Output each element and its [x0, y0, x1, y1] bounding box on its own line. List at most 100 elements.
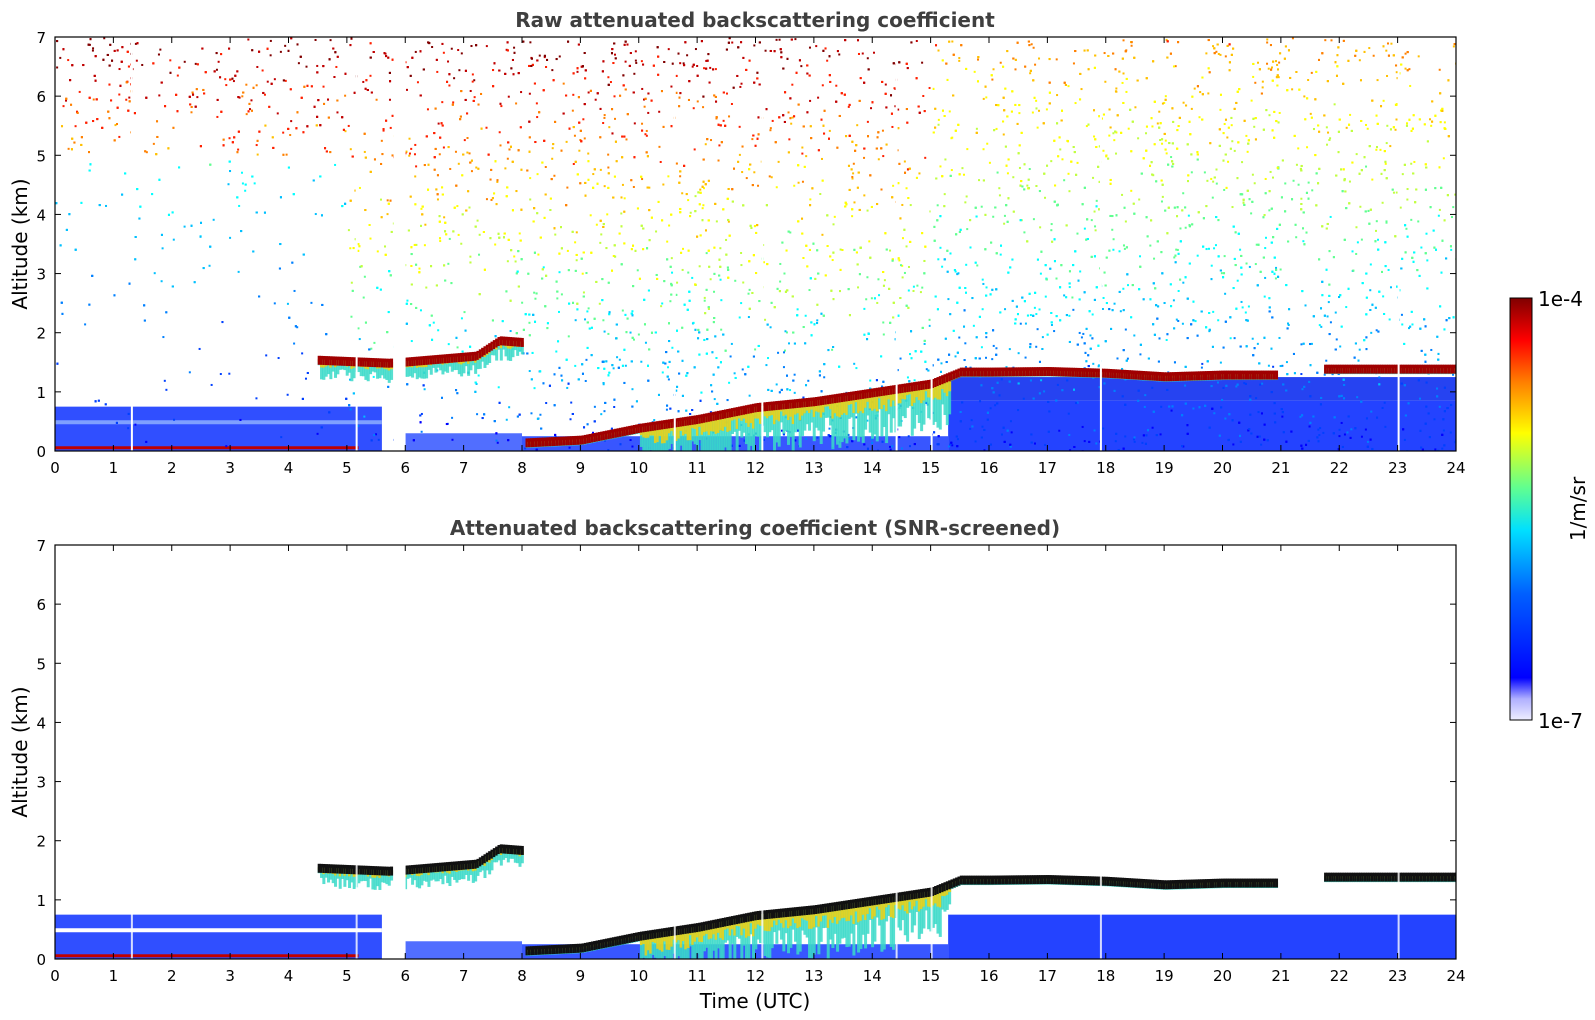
data-gap	[399, 37, 402, 451]
raw-y-axis-label: Altitude (km)	[8, 178, 32, 309]
screened-y-axis-ticks: 0 1 2 3 4 5 6 7	[36, 537, 1456, 969]
y-tick-label: 3	[36, 266, 46, 284]
data-gap	[399, 545, 402, 959]
x-tick-label: 8	[517, 967, 527, 985]
data-gap	[930, 545, 933, 959]
x-tick-label: 23	[1388, 459, 1407, 477]
x-tick-label: 0	[50, 459, 60, 477]
x-tick-label: 20	[1213, 967, 1232, 985]
x-tick-label: 17	[1038, 459, 1057, 477]
x-tick-label: 19	[1155, 459, 1174, 477]
data-gap	[355, 37, 358, 451]
x-tick-label: 24	[1446, 967, 1465, 985]
boundary-layer	[948, 400, 1456, 451]
x-tick-label: 23	[1388, 967, 1407, 985]
x-tick-label: 11	[688, 967, 707, 985]
x-tick-label: 9	[576, 459, 586, 477]
data-gap	[930, 37, 933, 451]
x-tick-label: 10	[629, 967, 648, 985]
x-tick-label: 8	[517, 459, 527, 477]
x-tick-label: 13	[804, 967, 823, 985]
x-tick-label: 19	[1155, 967, 1174, 985]
x-tick-label: 11	[688, 459, 707, 477]
x-axis-label: Time (UTC)	[699, 989, 811, 1013]
x-tick-label: 18	[1096, 459, 1115, 477]
y-tick-label: 4	[36, 206, 46, 224]
data-gap	[673, 37, 676, 451]
x-tick-label: 16	[979, 967, 998, 985]
x-tick-label: 10	[629, 459, 648, 477]
y-tick-label: 5	[36, 655, 46, 673]
x-tick-label: 21	[1271, 459, 1290, 477]
boundary-layer	[405, 433, 522, 451]
x-tick-label: 7	[459, 967, 469, 985]
screened-x-axis-ticks: 0 1 2 3 4 5 6 7 8 9 10 11 12 13 14 15 16 17 18 19 20 21 22 23 24	[50, 545, 1466, 985]
data-gap	[130, 37, 133, 451]
x-tick-label: 12	[746, 459, 765, 477]
y-tick-label: 6	[36, 596, 46, 614]
data-gap	[1397, 545, 1400, 959]
screened-panel-title: Attenuated backscattering coefficient (S…	[450, 516, 1060, 540]
y-tick-label: 7	[36, 537, 46, 555]
boundary-layer	[405, 941, 522, 959]
data-gap	[1099, 545, 1102, 959]
x-tick-label: 5	[342, 459, 352, 477]
x-tick-label: 13	[804, 459, 823, 477]
cloud-layer	[317, 336, 1456, 451]
x-tick-label: 15	[921, 459, 940, 477]
x-tick-label: 1	[109, 967, 119, 985]
surface-layer	[55, 446, 359, 450]
heatmap-background	[55, 545, 1456, 959]
y-tick-label: 1	[36, 384, 46, 402]
colorbar: 1e-4 1e-7 1/m/sr	[1509, 287, 1590, 733]
y-tick-label: 6	[36, 88, 46, 106]
x-tick-label: 15	[921, 967, 940, 985]
y-tick-label: 3	[36, 774, 46, 792]
data-gap	[761, 545, 764, 959]
x-tick-label: 22	[1330, 967, 1349, 985]
x-tick-label: 22	[1330, 459, 1349, 477]
screened-backscatter-heatmap	[55, 545, 1456, 959]
x-tick-label: 0	[50, 967, 60, 985]
boundary-layer-band	[55, 420, 382, 425]
raw-backscatter-heatmap	[55, 37, 1456, 451]
data-gap	[355, 545, 358, 959]
raw-x-axis-ticks: 0 1 2 3 4 5 6 7 8 9 10 11 12 13 14 15 16 17 18 19 20 21 22 23 24	[50, 37, 1466, 477]
raw-backscatter-panel: Raw attenuated backscattering coefficien…	[8, 8, 1466, 477]
y-tick-label: 5	[36, 147, 46, 165]
colorbar-min-label: 1e-7	[1538, 709, 1583, 733]
x-tick-label: 17	[1038, 967, 1057, 985]
raw-y-axis-ticks: 0 1 2 3 4 5 6 7	[36, 29, 1456, 461]
surface-layer	[55, 954, 359, 958]
x-tick-label: 1	[109, 459, 119, 477]
x-tick-label: 24	[1446, 459, 1465, 477]
screened-y-axis-label: Altitude (km)	[8, 686, 32, 817]
x-tick-label: 14	[863, 967, 882, 985]
x-tick-label: 2	[167, 459, 177, 477]
boundary-layer	[55, 406, 382, 451]
x-tick-label: 5	[342, 967, 352, 985]
colorbar-max-label: 1e-4	[1538, 287, 1583, 311]
x-tick-label: 6	[400, 967, 410, 985]
x-tick-label: 2	[167, 967, 177, 985]
x-tick-label: 20	[1213, 459, 1232, 477]
y-tick-label: 4	[36, 714, 46, 732]
y-tick-label: 2	[36, 325, 46, 343]
y-tick-label: 0	[36, 951, 46, 969]
boundary-layer	[948, 377, 1456, 401]
data-gap	[895, 37, 898, 451]
x-tick-label: 16	[979, 459, 998, 477]
y-tick-label: 1	[36, 892, 46, 910]
y-tick-label: 7	[36, 29, 46, 47]
colorbar-gradient	[1509, 297, 1533, 721]
data-gap	[130, 545, 133, 959]
cloud-layer	[317, 844, 1456, 959]
y-tick-label: 2	[36, 833, 46, 851]
x-tick-label: 3	[225, 967, 235, 985]
x-tick-label: 21	[1271, 967, 1290, 985]
data-gap	[1397, 37, 1400, 451]
x-tick-label: 3	[225, 459, 235, 477]
x-tick-label: 14	[863, 459, 882, 477]
x-tick-label: 6	[400, 459, 410, 477]
